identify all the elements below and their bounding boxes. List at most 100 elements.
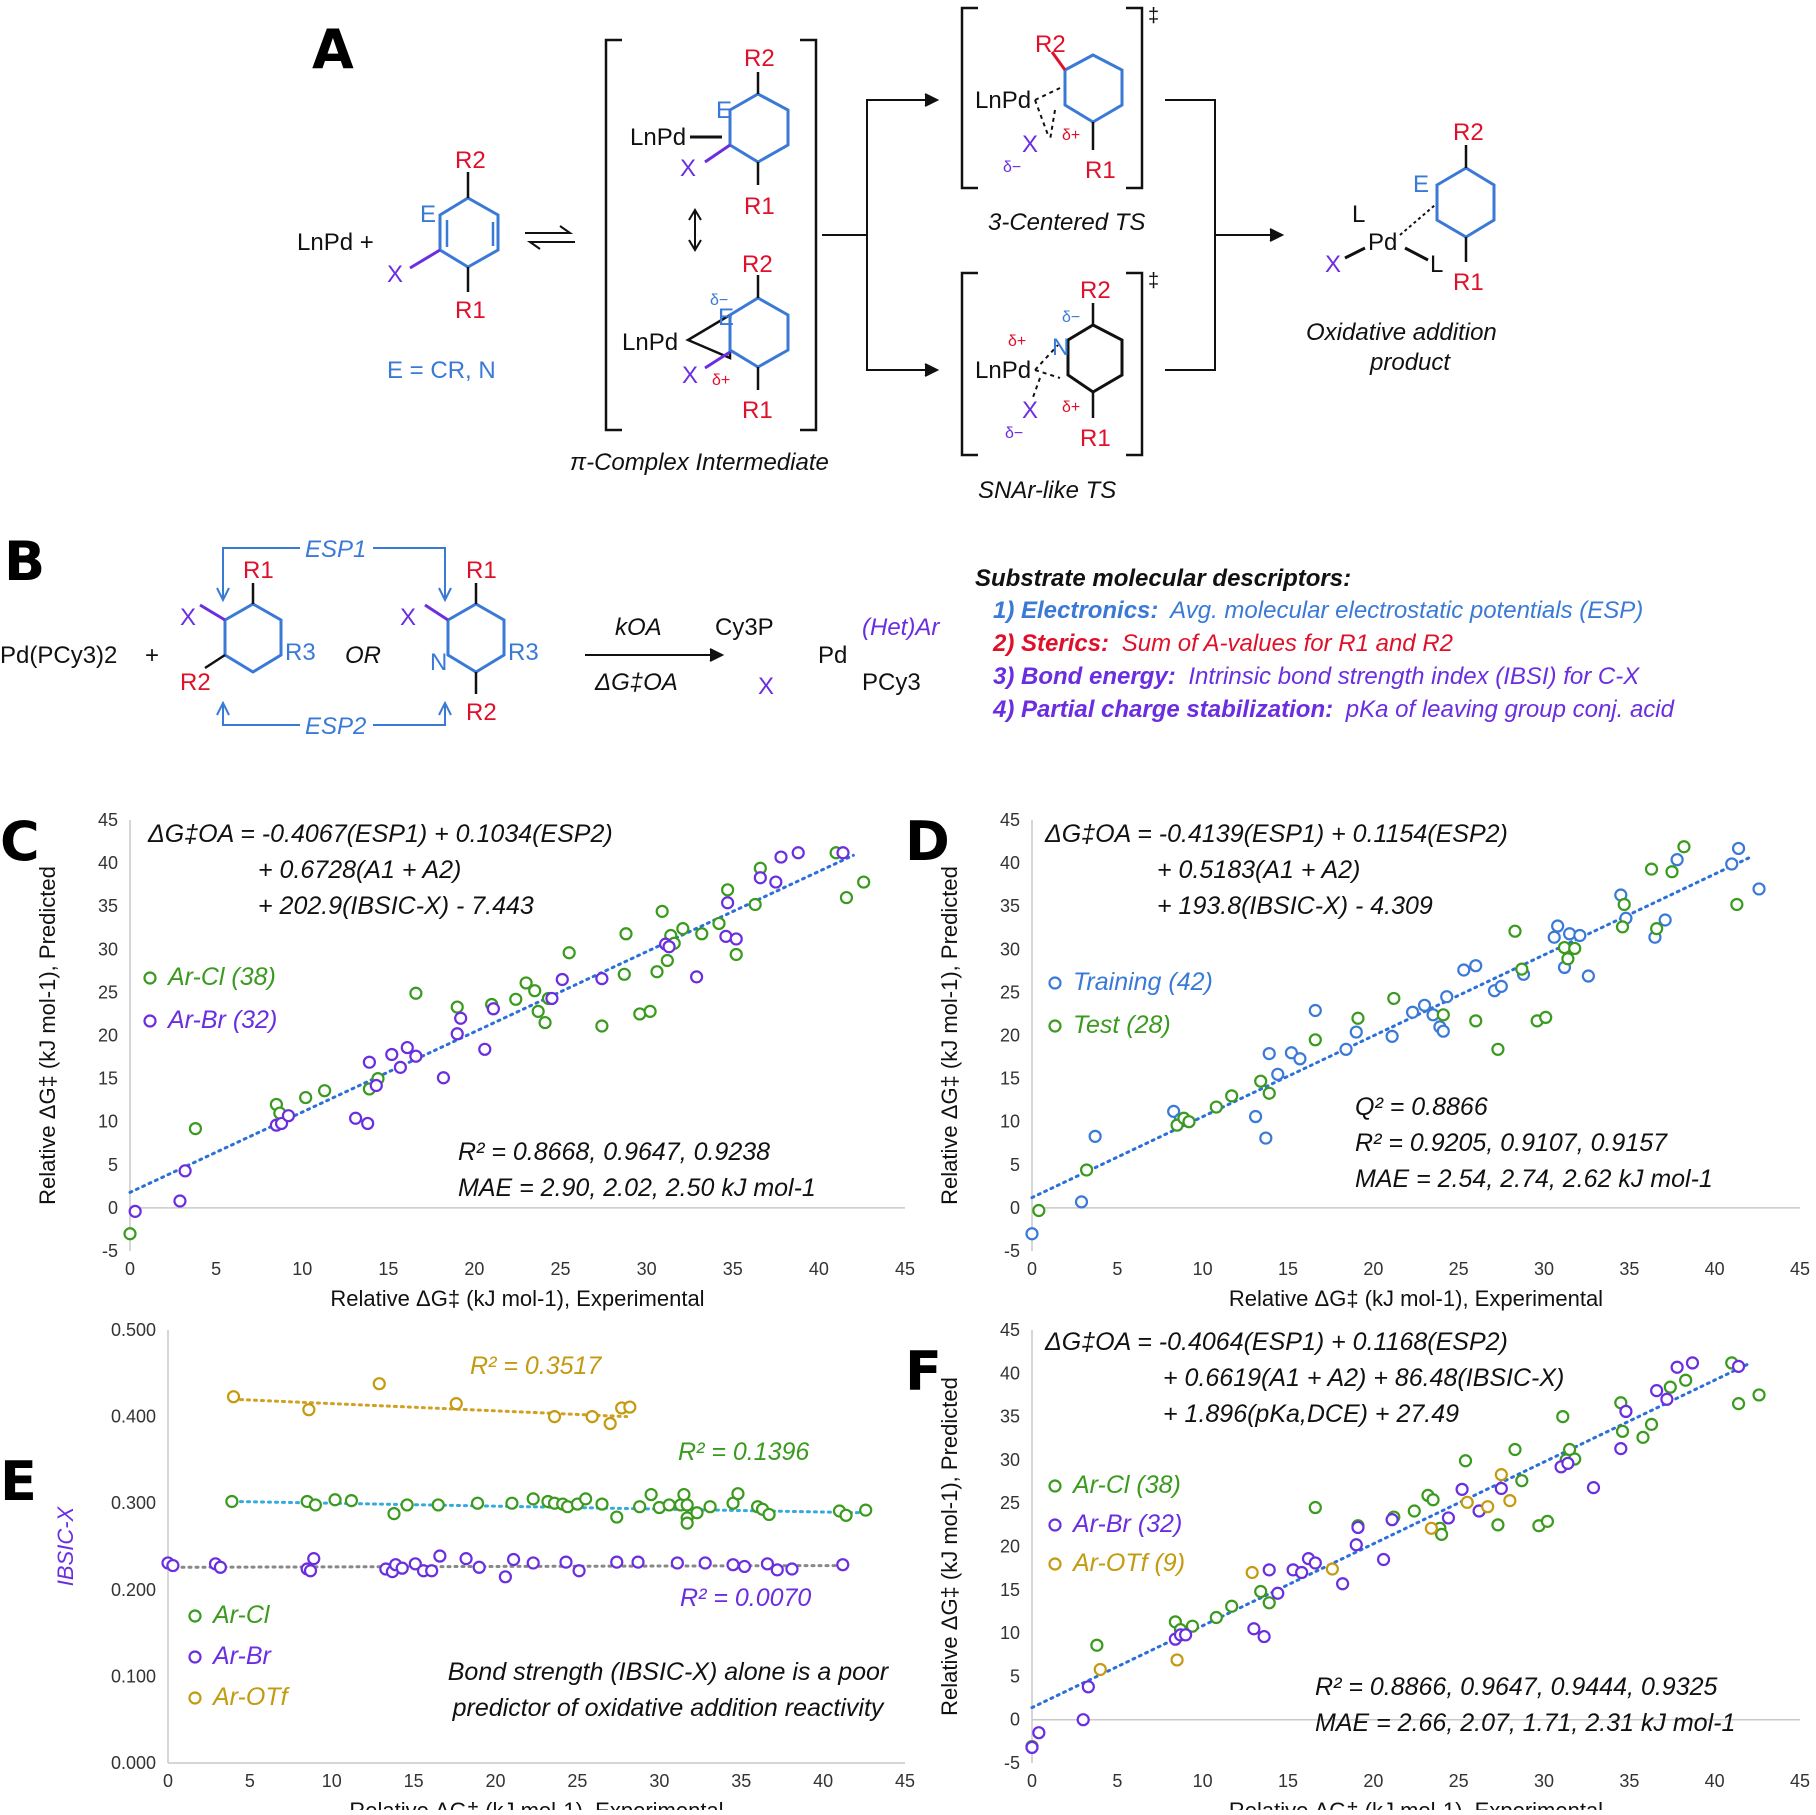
legend-label: Training (42) [1073,968,1213,996]
y-tick-label: 0 [1010,1198,1020,1218]
reactant-r2: R2 [455,147,486,174]
data-point [1573,928,1587,943]
x-tick-label: 5 [1112,1259,1122,1279]
intermediate-e-1: E [716,97,732,124]
x-tick-label: 30 [1534,1771,1554,1791]
data-point [1254,1074,1268,1088]
data-point [603,1416,617,1431]
data-point [753,871,767,885]
data-point [617,967,631,981]
equation-line: + 0.5183(A1 + A2) [1157,856,1360,884]
data-point [623,1400,637,1414]
data-point [372,1377,386,1391]
y-tick-label: 40 [1000,853,1020,873]
y-axis-title: IBSIC-X [53,1505,78,1586]
data-point [188,1121,203,1136]
data-point [1245,1565,1259,1580]
data-point [459,1552,473,1566]
product-pd: Pd [1368,229,1397,256]
product-label-line2: product [1369,349,1451,376]
y-tick-label: 25 [1000,982,1020,1002]
data-point [662,1498,676,1512]
legend-marker [143,1014,157,1028]
data-point [1731,841,1746,856]
y-axis-title: Relative ΔG‡ (kJ mol-1), Predicted [937,1377,962,1716]
data-point [450,1027,464,1041]
data-point [1032,1726,1046,1740]
ts1-r1: R1 [1085,157,1116,184]
x-tick-label: 45 [895,1259,915,1279]
y-tick-label: 5 [108,1155,118,1175]
data-point [1025,1227,1039,1241]
data-point [299,1090,313,1105]
y-tick-label: 15 [98,1069,118,1089]
data-point [1457,963,1471,977]
equilibrium-arrow [525,225,575,250]
intermediate-e-2: E [718,304,734,331]
b-product-pcy3: PCy3 [862,669,921,696]
data-point [225,1494,239,1509]
data-point [509,992,523,1006]
y-tick-label: 10 [98,1112,118,1132]
data-point [128,1204,142,1218]
data-point [1271,1067,1285,1081]
y-tick-label: 25 [1000,1493,1020,1513]
product-l-1: L [1352,201,1365,228]
y-tick-label: 40 [1000,1363,1020,1383]
x-tick-label: 20 [486,1771,506,1791]
y-tick-label: -5 [1004,1753,1020,1773]
data-point [1670,1360,1684,1374]
data-point [836,846,850,860]
data-point [1460,1495,1474,1509]
descriptor-head: 2) Sterics: [992,630,1109,657]
equation-line: ΔG‡OA = -0.4067(ESP1) + 0.1034(ESP2) [147,820,613,848]
ts1-bracket [960,6,1144,190]
benzene-r1: R1 [243,557,274,584]
ts2-r2: R2 [1080,277,1111,304]
data-point [1090,1638,1104,1652]
x-tick-label: 20 [464,1259,484,1279]
data-point [1387,991,1401,1006]
legend-label: Ar-OTf (9) [1071,1549,1185,1577]
ts1-delta-minus: δ− [1003,159,1021,176]
intermediate-delta-minus: δ− [710,292,728,309]
reactant-e: E [420,201,436,228]
data-point [791,846,805,860]
data-point [173,1194,187,1208]
data-point [1615,920,1630,934]
data-point [1351,1520,1365,1535]
reagent-plus: + [145,642,159,669]
data-point [670,1556,684,1570]
ts2-bracket [960,271,1144,457]
ts2-ring [1031,303,1124,418]
data-point [1551,919,1565,933]
x-tick-label: 45 [1790,1259,1810,1279]
data-point [166,1558,180,1573]
descriptor-body: Avg. molecular electrostatic potentials … [1168,597,1643,624]
data-point [1619,1404,1633,1419]
data-point [660,953,674,968]
esp2-label: ESP2 [305,713,366,740]
data-point [1731,1397,1746,1411]
panel-a-letter: A [312,18,354,81]
data-point [528,984,542,998]
x-tick-label: 40 [813,1771,833,1791]
data-point [774,850,788,864]
data-point [1178,1628,1193,1642]
data-point [562,946,576,960]
data-point [393,1060,407,1074]
y-tick-label: 35 [1000,896,1020,916]
legend-label: Test (28) [1073,1011,1171,1039]
x-tick-label: 10 [1193,1259,1213,1279]
data-point [302,1403,316,1417]
data-point [1076,1713,1090,1727]
y-tick-label: 30 [1000,939,1020,959]
b-product-x: X [758,673,774,700]
legend-marker [1048,1019,1062,1033]
r2-annotation-br: R² = 0.0070 [680,1584,811,1612]
ts1-dagger: ‡ [1148,5,1159,27]
data-point [1508,1442,1522,1457]
ts1-x: X [1022,131,1038,158]
data-point [450,1000,464,1014]
